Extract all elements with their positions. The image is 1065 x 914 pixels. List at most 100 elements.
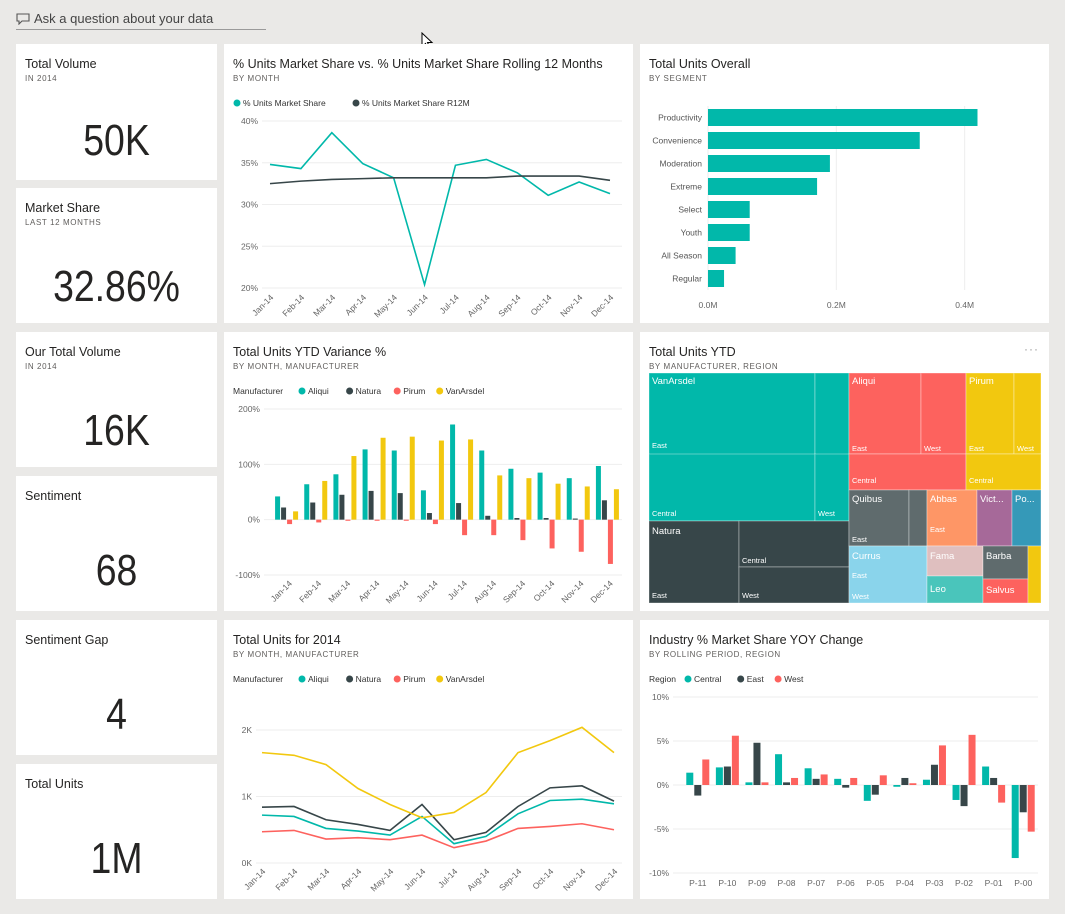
bar xyxy=(578,519,584,552)
legend-marker xyxy=(298,675,306,683)
y-tick-label: 35% xyxy=(241,158,258,168)
x-tick-label: Feb-14 xyxy=(280,292,306,318)
legend-marker xyxy=(436,387,444,395)
bar xyxy=(491,519,497,536)
tile-subtitle: BY MONTH, MANUFACTURER xyxy=(233,362,360,371)
treemap-cell xyxy=(848,453,967,491)
treemap-cell xyxy=(814,453,850,522)
category-label: Moderation xyxy=(659,159,702,169)
bar xyxy=(607,519,613,564)
treemap-cell xyxy=(965,453,1042,491)
ytd-variance-chart: Manufacturer Aliqui Natura Pirum VanArsdel 20… xyxy=(233,386,622,605)
kpi-total-units[interactable]: Total Units 1M xyxy=(16,764,217,899)
treemap-label: West xyxy=(1017,444,1035,453)
treemap-label: Abbas xyxy=(930,494,957,505)
x-tick-label: Oct-14 xyxy=(528,292,553,317)
treemap-label: West xyxy=(742,591,760,600)
bar xyxy=(708,224,750,241)
bar xyxy=(731,735,739,785)
tile-segment-bar[interactable]: Total Units Overall BY SEGMENT 0.0M 0.2M 0… xyxy=(640,44,1049,323)
bar xyxy=(968,734,976,785)
bar xyxy=(391,450,397,520)
x-tick-label: Aug-14 xyxy=(472,578,499,605)
tile-subtitle: BY MANUFACTURER, REGION xyxy=(649,362,779,371)
x-tick-label: Jun-14 xyxy=(405,292,431,318)
treemap-cell xyxy=(920,372,967,455)
kpi-sentiment[interactable]: Sentiment 68 xyxy=(16,476,217,611)
legend-label: East xyxy=(747,674,765,684)
y-tick-label: 30% xyxy=(241,200,258,210)
tile-share-line[interactable]: % Units Market Share vs. % Units Market … xyxy=(224,44,633,323)
x-tick-label: Dec-14 xyxy=(593,866,620,893)
treemap-label: West xyxy=(852,592,870,601)
treemap-label: East xyxy=(930,525,946,534)
qa-placeholder[interactable]: Ask a question about your data xyxy=(34,11,214,26)
more-options-icon[interactable]: ··· xyxy=(1024,342,1039,356)
bar xyxy=(526,478,532,520)
bar xyxy=(514,518,520,520)
x-tick-label: Aug-14 xyxy=(465,292,492,319)
qa-box[interactable]: Ask a question about your data xyxy=(16,8,266,30)
x-tick-label: Jun-14 xyxy=(402,866,428,892)
legend-label: VanArsdel xyxy=(446,674,485,684)
kpi-sentiment-gap[interactable]: Sentiment Gap 4 xyxy=(16,620,217,755)
tile-title: Total Volume xyxy=(25,57,97,71)
bar xyxy=(403,519,409,521)
bar xyxy=(380,437,386,520)
x-tick-label: May-14 xyxy=(384,578,411,605)
bar xyxy=(842,785,850,788)
kpi-total-volume[interactable]: Total Volume IN 2014 50K xyxy=(16,44,217,180)
x-tick-label: Oct-14 xyxy=(531,578,556,603)
bar xyxy=(572,518,578,520)
bar xyxy=(850,777,858,785)
y-tick-label: 200% xyxy=(238,404,260,414)
bar xyxy=(543,518,549,520)
bar xyxy=(351,456,357,520)
treemap-cell xyxy=(648,520,740,604)
bar xyxy=(508,468,514,520)
legend-label: Natura xyxy=(356,386,382,396)
tile-ytd-variance[interactable]: Total Units YTD Variance % BY MONTH, MAN… xyxy=(224,332,633,611)
treemap-label: East xyxy=(852,535,868,544)
treemap-cell xyxy=(926,489,978,547)
y-tick-label: -100% xyxy=(235,570,260,580)
treemap-label: East xyxy=(652,591,668,600)
treemap-label: Aliqui xyxy=(852,376,875,387)
treemap-cell xyxy=(648,453,816,522)
series-line xyxy=(261,822,615,849)
x-tick-label: 0.2M xyxy=(827,300,846,310)
x-tick-label: Oct-14 xyxy=(530,866,555,891)
tile-subtitle: BY MONTH xyxy=(233,74,280,83)
tile-units-2014[interactable]: Total Units for 2014 BY MONTH, MANUFACTU… xyxy=(224,620,633,899)
kpi-our-total-volume[interactable]: Our Total Volume IN 2014 16K xyxy=(16,332,217,467)
tile-industry-yoy[interactable]: Industry % Market Share YOY Change BY RO… xyxy=(640,620,1049,899)
tile-subtitle: IN 2014 xyxy=(25,362,58,371)
bar xyxy=(450,424,456,520)
x-tick-label: Feb-14 xyxy=(273,866,299,892)
tile-title: Sentiment xyxy=(25,489,82,503)
series-line xyxy=(269,131,611,288)
legend-marker xyxy=(393,387,401,395)
x-tick-label: P-06 xyxy=(837,878,855,888)
bar xyxy=(281,507,287,520)
bar xyxy=(432,519,438,525)
kpi-market-share[interactable]: Market Share LAST 12 MONTHS 32.86% xyxy=(16,188,217,323)
bar xyxy=(901,777,909,785)
x-tick-label: P-04 xyxy=(896,878,914,888)
bar xyxy=(613,489,619,520)
tile-subtitle: BY MONTH, MANUFACTURER xyxy=(233,650,360,659)
category-label: All Season xyxy=(661,251,702,261)
bar xyxy=(820,774,828,785)
treemap-cell xyxy=(1011,489,1042,547)
bar xyxy=(333,474,339,520)
x-tick-label: Dec-14 xyxy=(588,578,615,605)
x-tick-label: Sep-14 xyxy=(497,866,524,893)
bar xyxy=(345,519,351,521)
treemap-cell xyxy=(976,489,1013,547)
bar xyxy=(595,465,601,520)
bar xyxy=(479,450,485,520)
tile-treemap[interactable]: Total Units YTD BY MANUFACTURER, REGION … xyxy=(640,332,1049,611)
bar xyxy=(462,519,468,536)
bar xyxy=(708,155,830,172)
bar xyxy=(715,767,723,785)
